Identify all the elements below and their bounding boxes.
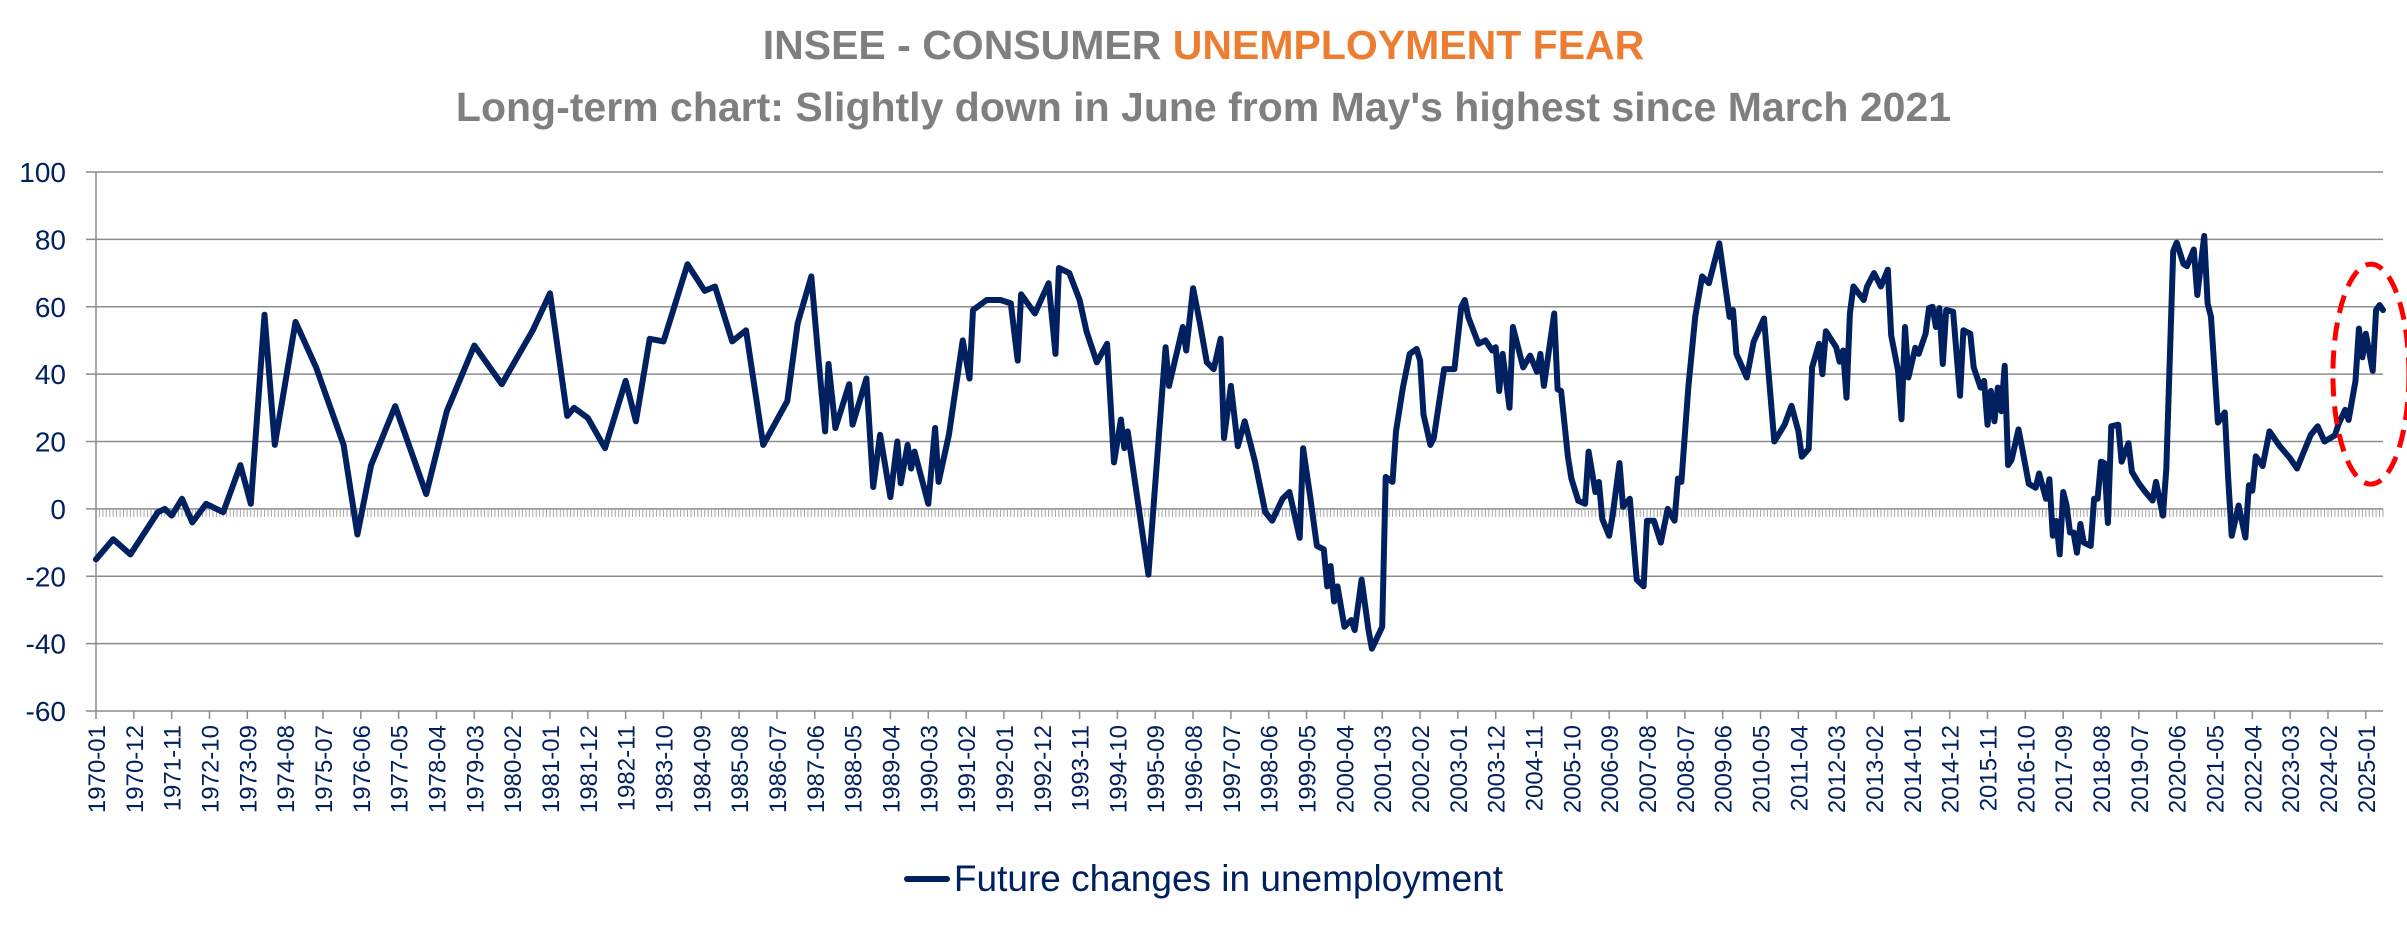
x-tick-label: 1971-11 — [160, 725, 187, 811]
x-tick-label: 1983-10 — [651, 725, 678, 813]
x-tick-label: 1986-07 — [765, 725, 792, 813]
x-tick-label: 1978-04 — [424, 725, 451, 813]
x-tick-label: 2005-10 — [1559, 725, 1586, 813]
x-tick-label: 1988-05 — [841, 725, 868, 813]
x-tick-label: 2004-11 — [1522, 725, 1549, 811]
x-tick-label: 1998-06 — [1257, 725, 1284, 813]
x-tick-label: 2010-05 — [1749, 725, 1776, 813]
x-tick-label: 1973-09 — [235, 725, 262, 813]
x-tick-label: 1991-02 — [954, 725, 981, 813]
legend-line-swatch — [903, 876, 950, 883]
x-tick-label: 2015-11 — [1976, 725, 2003, 811]
y-tick-label: 80 — [35, 224, 66, 255]
y-tick-label: 0 — [50, 494, 66, 525]
y-tick-label: -40 — [26, 629, 66, 660]
x-tick-label: 2014-12 — [1938, 725, 1965, 813]
x-tick-label: 2022-04 — [2240, 725, 2267, 813]
y-tick-label: -20 — [26, 561, 66, 592]
x-tick-label: 2011-04 — [1786, 725, 1813, 811]
x-tick-label: 2025-01 — [2354, 725, 2381, 813]
x-tick-label: 2008-07 — [1673, 725, 1700, 813]
x-tick-label: 1977-05 — [387, 725, 414, 813]
x-tick-label: 2014-01 — [1900, 725, 1927, 813]
x-tick-label: 1995-09 — [1143, 725, 1170, 813]
x-tick-label: 2023-03 — [2278, 725, 2305, 813]
legend: Future changes in unemployment — [0, 858, 2407, 900]
x-tick-label: 1992-12 — [1030, 725, 1057, 813]
x-tick-label: 2002-02 — [1408, 725, 1435, 813]
highlight-ellipse — [2330, 261, 2407, 487]
y-tick-label: 100 — [19, 157, 66, 188]
zero-line-minor-ticks — [95, 508, 2384, 517]
x-tick-label: 1993-11 — [1068, 725, 1095, 811]
x-tick-label: 1989-04 — [878, 725, 905, 813]
x-tick-label: 1972-10 — [197, 725, 224, 813]
x-tick-label: 2018-08 — [2089, 725, 2116, 813]
x-tick-label: 1975-07 — [311, 725, 338, 813]
x-tick-label: 1981-01 — [538, 725, 565, 813]
x-tick-label: 1994-10 — [1105, 725, 1132, 813]
x-tick-label: 2017-09 — [2051, 725, 2078, 813]
y-axis-ticks: 100 80 60 40 20 0 -20 -40 -60 — [19, 157, 66, 727]
y-tick-label: 20 — [35, 427, 66, 458]
series-line-future-changes-in-unemployment — [93, 233, 2386, 652]
x-tick-label: 1982-11 — [614, 725, 641, 811]
x-tick-label: 1985-08 — [727, 725, 754, 813]
x-tick-label: 2000-04 — [1332, 725, 1359, 813]
y-tick-label: 60 — [35, 292, 66, 323]
x-tick-label: 1974-08 — [273, 725, 300, 813]
x-tick-label: 1987-06 — [803, 725, 830, 813]
x-tick-label: 2013-02 — [1862, 725, 1889, 813]
x-tick-label: 2007-08 — [1635, 725, 1662, 813]
x-tick-label: 1996-08 — [1181, 725, 1208, 813]
legend-label: Future changes in unemployment — [953, 858, 1504, 899]
x-tick-label: 1976-06 — [349, 725, 376, 813]
x-tick-label: 2003-12 — [1484, 725, 1511, 813]
x-tick-label: 2009-06 — [1711, 725, 1738, 813]
chart-title: INSEE - CONSUMER UNEMPLOYMENT FEAR — [0, 22, 2407, 69]
y-tick-label: -60 — [26, 696, 66, 727]
x-tick-label: 2006-09 — [1597, 725, 1624, 813]
x-tick-label: 2016-10 — [2013, 725, 2040, 813]
x-tick-label: 1999-05 — [1295, 725, 1322, 813]
x-tick-label: 1970-12 — [122, 725, 149, 813]
x-tick-label: 2019-07 — [2127, 725, 2154, 813]
x-tick-label: 2020-06 — [2165, 725, 2192, 813]
chart-subtitle: Long-term chart: Slightly down in June f… — [455, 84, 1952, 130]
x-tick-label: 1970-01 — [84, 725, 111, 813]
x-tick-label: 2024-02 — [2316, 725, 2343, 813]
x-tick-label: 2003-01 — [1446, 725, 1473, 813]
x-tick-label: 1992-01 — [992, 725, 1019, 813]
x-tick-label: 2021-05 — [2202, 725, 2229, 813]
x-tick-label: 2001-03 — [1370, 725, 1397, 813]
title-accent: UNEMPLOYMENT FEAR — [1172, 22, 1645, 68]
x-tick-label: 1990-03 — [916, 725, 943, 813]
title-prefix: INSEE - CONSUMER — [762, 22, 1173, 68]
x-axis-ticks: 1970-01 1970-12 1971-11 1972-10 1973-09 1974-… — [84, 711, 2381, 813]
x-tick-label: 2012-03 — [1824, 725, 1851, 813]
minor-tick-marks — [95, 508, 2384, 517]
x-tick-label: 1979-03 — [462, 725, 489, 813]
y-tick-label: 40 — [35, 359, 66, 390]
x-tick-label: 1981-12 — [576, 725, 603, 813]
x-tick-label: 1984-09 — [689, 725, 716, 813]
x-tick-label: 1980-02 — [500, 725, 527, 813]
x-tick-label: 1997-07 — [1219, 725, 1246, 813]
